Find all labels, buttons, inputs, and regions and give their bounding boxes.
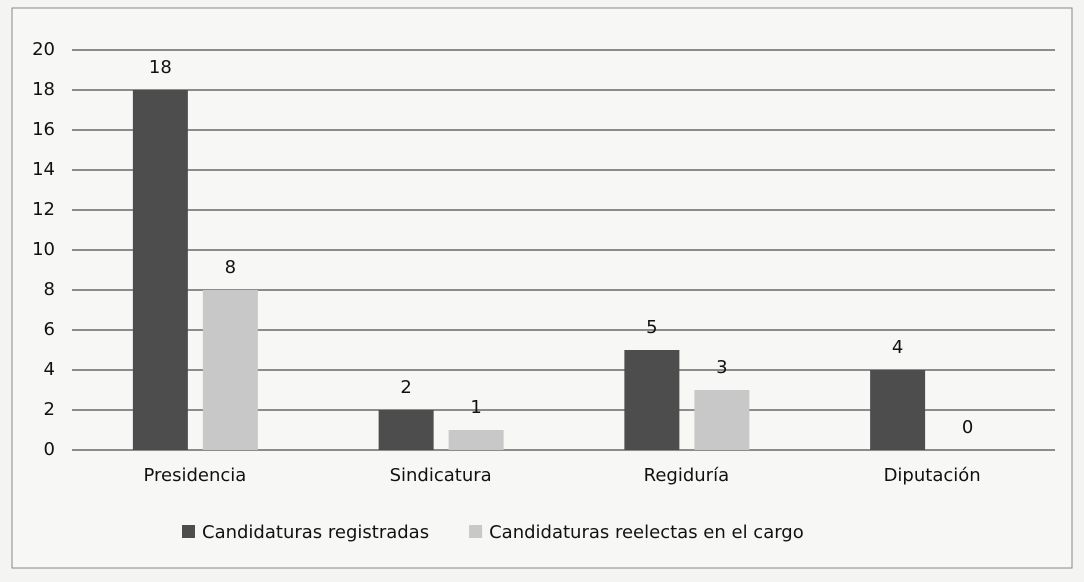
- y-tick-label: 4: [44, 359, 55, 380]
- legend-swatch: [182, 525, 195, 538]
- data-label: 8: [225, 257, 236, 278]
- frame: [11, 7, 1073, 569]
- y-tick-label: 2: [44, 399, 55, 420]
- y-tick-label: 0: [44, 439, 55, 460]
- x-tick-label: Diputación: [884, 465, 981, 486]
- data-label: 0: [962, 417, 973, 438]
- bar: [202, 290, 258, 450]
- data-label: 5: [646, 317, 657, 338]
- data-label: 3: [716, 357, 727, 378]
- bar: [624, 350, 680, 450]
- y-tick-label: 12: [32, 199, 55, 220]
- y-tick-label: 20: [32, 39, 55, 60]
- y-tick-label: 18: [32, 79, 55, 100]
- y-tick-label: 16: [32, 119, 55, 140]
- x-tick-label: Regiduría: [644, 465, 729, 486]
- bar: [378, 410, 434, 450]
- bar: [132, 90, 188, 450]
- y-tick-label: 14: [32, 159, 55, 180]
- x-tick-label: Presidencia: [143, 465, 246, 486]
- data-label: 1: [470, 397, 481, 418]
- y-tick-label: 6: [44, 319, 55, 340]
- x-tick-label: Sindicatura: [390, 465, 492, 486]
- data-label: 18: [149, 57, 172, 78]
- bar: [448, 430, 504, 450]
- legend-swatch: [469, 525, 483, 538]
- bar: [870, 370, 926, 450]
- bar: [694, 390, 750, 450]
- data-label: 2: [400, 377, 411, 398]
- y-tick-label: 10: [32, 239, 55, 260]
- legend-label: Candidaturas registradas: [202, 522, 429, 543]
- data-label: 4: [892, 337, 903, 358]
- y-tick-label: 8: [44, 279, 55, 300]
- legend-label: Candidaturas reelectas en el cargo: [489, 522, 804, 543]
